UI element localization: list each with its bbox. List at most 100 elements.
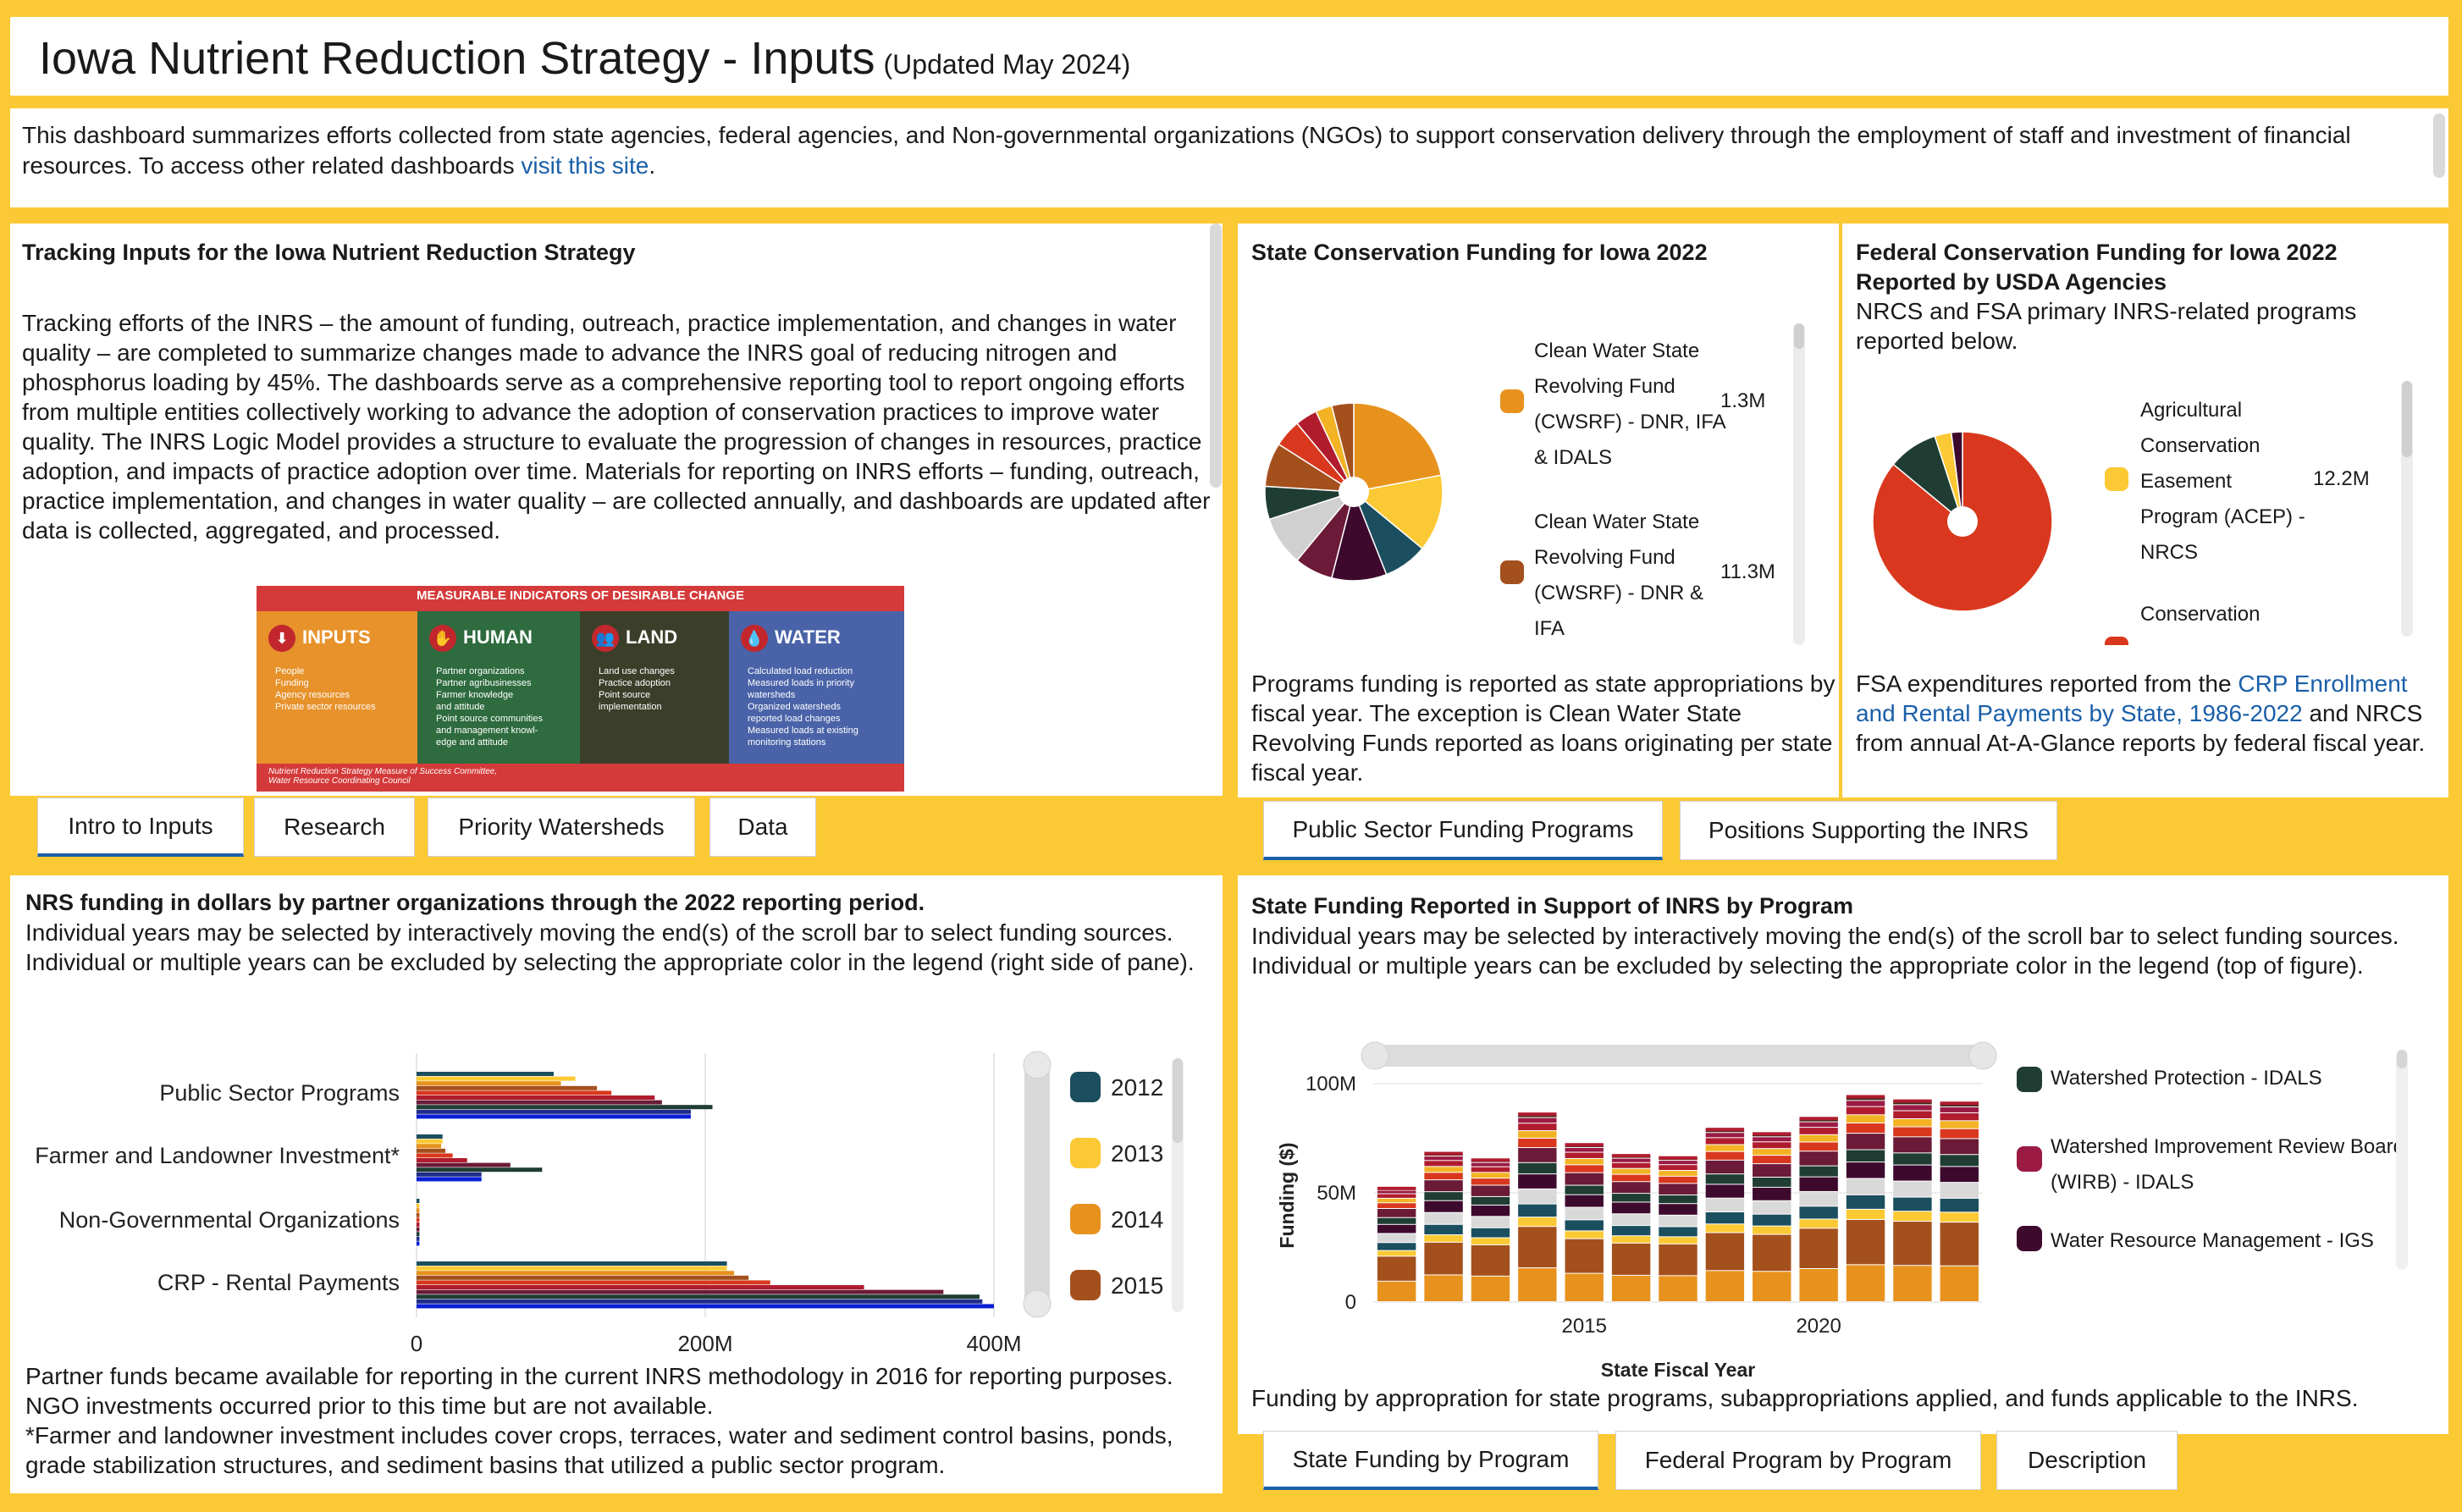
stack-segment-2015 — [1565, 1152, 1604, 1158]
stack-segment-2013 — [1471, 1178, 1510, 1185]
state-funding-note: Programs funding is reported as state ap… — [1251, 670, 1835, 786]
stack-segment-2021 — [1846, 1115, 1885, 1123]
legend-swatch-water-resource-management[interactable] — [2017, 1226, 2042, 1251]
tab-priority-watersheds[interactable]: Priority Watersheds — [428, 797, 695, 857]
legend-swatch-cwsrf-idals[interactable] — [1500, 389, 1524, 413]
hand-icon: ✋ — [429, 625, 456, 652]
tab-public-sector-funding-programs[interactable]: Public Sector Funding Programs — [1263, 801, 1663, 860]
logic-model-footer: Nutrient Reduction Strategy Measure of S… — [268, 767, 498, 786]
legend-label-conservation[interactable]: Conservation — [2140, 603, 2261, 626]
category-label: Public Sector Programs — [159, 1080, 400, 1106]
state-legend-scrollbar[interactable] — [1793, 323, 1805, 645]
pie-hole — [1339, 477, 1369, 507]
tab-description[interactable]: Description — [1996, 1431, 2178, 1490]
crp-enrollment-link[interactable]: CRP Enrollment and Rental Payments by St… — [1856, 670, 2408, 726]
y-tick-label: 50M — [1317, 1182, 1356, 1205]
stack-segment-2015 — [1565, 1165, 1604, 1173]
stack-segment-2020 — [1799, 1268, 1838, 1301]
description-panel: This dashboard summarizes efforts collec… — [10, 108, 2448, 207]
stack-segment-2019 — [1753, 1164, 1791, 1177]
bar-2015 — [417, 1148, 446, 1153]
state-funding-pie[interactable] — [1265, 403, 1443, 581]
visit-site-link[interactable]: visit this site — [521, 152, 649, 179]
legend-label-watershed-protection[interactable]: Watershed Protection - IDALS — [2051, 1067, 2322, 1090]
partner-funding-instructions: Individual years may be selected by inte… — [25, 919, 1195, 975]
stack-segment-2012 — [1424, 1167, 1463, 1173]
legend-swatch-watershed-protection[interactable] — [2017, 1067, 2042, 1092]
bar-2021 — [417, 1241, 420, 1246]
tab-data[interactable]: Data — [709, 797, 816, 857]
stack-segment-2020 — [1799, 1142, 1838, 1151]
stack-segment-2011 — [1377, 1190, 1416, 1194]
pie-slice — [1950, 432, 1963, 522]
stack-segment-2015 — [1565, 1173, 1604, 1185]
category-label: CRP - Rental Payments — [157, 1270, 400, 1295]
stack-segment-2018 — [1705, 1138, 1745, 1145]
stack-segment-2017 — [1659, 1195, 1697, 1204]
stack-segment-2023 — [1940, 1212, 1979, 1222]
stack-segment-2015 — [1565, 1195, 1604, 1207]
stack-segment-2013 — [1471, 1196, 1510, 1205]
stack-segment-2016 — [1611, 1236, 1651, 1243]
partner-funding-bar-chart[interactable]: 0 200M 400M Public Sector Programs Farmer an… — [10, 1019, 1223, 1375]
federal-funding-title-2: Reported by USDA Agencies — [1856, 269, 2167, 295]
bar-2013 — [417, 1076, 576, 1081]
description-scrollbar[interactable] — [2433, 113, 2445, 178]
tab-research[interactable]: Research — [254, 797, 415, 857]
stack-segment-2023 — [1940, 1155, 1979, 1167]
tab-federal-program-by-program[interactable]: Federal Program by Program — [1615, 1431, 1981, 1490]
stack-segment-2017 — [1659, 1244, 1697, 1276]
stack-segment-2012 — [1424, 1192, 1463, 1200]
state-funding-panel: State Conservation Funding for Iowa 2022… — [1238, 223, 1839, 797]
bar-2020 — [417, 1109, 691, 1114]
bar-2012 — [417, 1134, 443, 1139]
bar-2013 — [417, 1203, 420, 1208]
stack-segment-2017 — [1659, 1161, 1697, 1165]
legend-label-2012: 2012 — [1111, 1074, 1163, 1101]
stack-segment-2015 — [1565, 1231, 1604, 1239]
tab-positions-supporting-inrs[interactable]: Positions Supporting the INRS — [1680, 801, 2057, 860]
program-legend-scrollbar[interactable] — [2396, 1050, 2408, 1270]
legend-value-acep: 12.2M — [2313, 467, 2370, 490]
legend-swatch-2012 — [1070, 1072, 1101, 1102]
stack-segment-2014 — [1518, 1162, 1557, 1174]
bar-2012 — [417, 1261, 727, 1266]
x-tick-label: 400M — [966, 1331, 1021, 1356]
legend-swatch-cwsrf-ifa[interactable] — [1500, 560, 1524, 584]
stack-segment-2014 — [1518, 1204, 1557, 1217]
tab-intro-to-inputs[interactable]: Intro to Inputs — [37, 797, 244, 857]
stack-segment-2022 — [1893, 1111, 1932, 1119]
stack-segment-2018 — [1705, 1198, 1745, 1212]
tab-state-funding-by-program[interactable]: State Funding by Program — [1263, 1431, 1598, 1490]
stack-segment-2014 — [1518, 1174, 1557, 1189]
x-tick-label: 200M — [677, 1331, 732, 1356]
stack-segment-2014 — [1518, 1123, 1557, 1131]
stack-cap-2021 — [1846, 1095, 1885, 1099]
state-legend-scroll-thumb[interactable] — [1794, 323, 1804, 349]
legend-label-cwsrf-idals[interactable]: Clean Water State Revolving Fund (CWSRF)… — [1534, 339, 1725, 469]
legend-swatch-conservation[interactable] — [2105, 637, 2128, 645]
stack-segment-2017 — [1659, 1215, 1697, 1227]
program-legend-scroll-thumb[interactable] — [2397, 1050, 2407, 1068]
stack-segment-2013 — [1471, 1217, 1510, 1228]
intro-scrollbar[interactable] — [1210, 223, 1222, 488]
legend-swatch-2014 — [1070, 1204, 1101, 1234]
legend-label-cwsrf-ifa[interactable]: Clean Water State Revolving Fund (CWSRF)… — [1534, 510, 1703, 640]
legend-label-water-resource-management[interactable]: Water Resource Management - IGS — [2051, 1229, 2374, 1252]
stack-segment-2019 — [1753, 1142, 1791, 1149]
federal-legend-scroll-thumb[interactable] — [2402, 381, 2412, 457]
legend-swatch-wirb[interactable] — [2017, 1146, 2042, 1172]
stack-segment-2017 — [1659, 1276, 1697, 1301]
stack-segment-2023 — [1940, 1121, 1979, 1128]
legend-swatch-acep[interactable] — [2105, 467, 2128, 491]
stack-segment-2017 — [1659, 1237, 1697, 1244]
legend-label-acep[interactable]: Agricultural Conservation Easement Progr… — [2140, 399, 2305, 564]
bar-2020 — [417, 1236, 420, 1241]
federal-funding-pie[interactable] — [1873, 432, 2052, 611]
bar-2016 — [417, 1153, 453, 1158]
bar-2017 — [417, 1222, 420, 1227]
stack-segment-2022 — [1893, 1105, 1932, 1111]
legend-label-wirb[interactable]: Watershed Improvement Review Board (WIRB… — [2051, 1135, 2404, 1194]
stack-segment-2012 — [1424, 1161, 1463, 1167]
program-funding-stacked-chart[interactable]: 0 50M 100M Funding ($) State Fiscal Year 2015… — [1238, 994, 2017, 1392]
